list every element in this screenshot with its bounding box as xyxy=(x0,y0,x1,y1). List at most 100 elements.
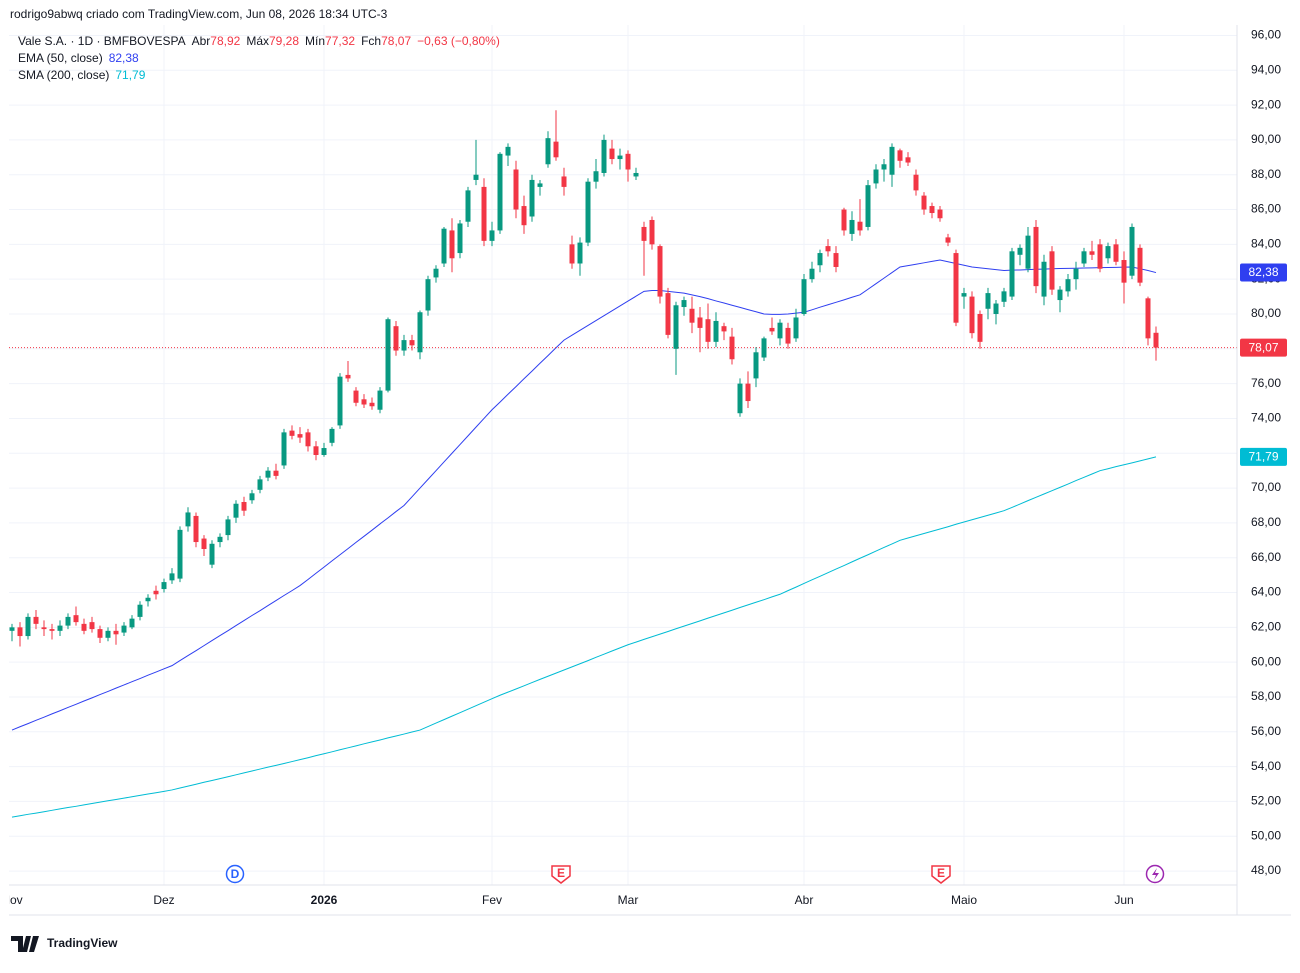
event-earnings: E xyxy=(931,865,951,884)
candle-body xyxy=(993,303,999,314)
candle-body xyxy=(57,625,63,631)
credit: rodrigo9abwq criado com TradingView.com,… xyxy=(10,7,388,21)
candle-body xyxy=(329,428,335,443)
candle-body xyxy=(617,155,623,160)
candle-body xyxy=(737,383,743,414)
logo-text: TradingView xyxy=(47,936,118,950)
y-tick-label: 96,00 xyxy=(1251,28,1281,42)
y-axis: 48,00 50,00 52,00 54,00 56,00 58,00 60,00 62,00… xyxy=(1240,28,1287,877)
candle-body xyxy=(481,186,487,241)
candle-body xyxy=(353,390,359,403)
candle-body xyxy=(209,543,215,565)
y-tick-label: 56,00 xyxy=(1251,724,1281,738)
candle-body xyxy=(169,573,175,581)
candle-body xyxy=(41,627,47,630)
candle-body xyxy=(561,176,567,187)
candle-body xyxy=(217,536,223,543)
x-tick-label: Abr xyxy=(795,893,814,907)
candle-body xyxy=(257,479,263,490)
candle-body xyxy=(961,293,967,297)
x-tick-label: Fev xyxy=(482,893,502,907)
indicator-line xyxy=(11,456,1157,818)
candle-body xyxy=(49,629,55,631)
candles xyxy=(9,110,1237,647)
candle-body xyxy=(569,244,575,264)
y-tick-label: 64,00 xyxy=(1251,585,1281,599)
candle-body xyxy=(545,138,551,165)
y-tick-label: 88,00 xyxy=(1251,167,1281,181)
candle-body xyxy=(945,237,951,243)
candle-body xyxy=(1145,298,1151,339)
candle-body xyxy=(513,169,519,210)
candle-body xyxy=(641,226,647,241)
candle-body xyxy=(369,402,375,407)
candle-body xyxy=(1033,226,1039,287)
candle-body xyxy=(809,268,815,280)
ohlc-value: 77,32 xyxy=(325,34,355,48)
price-badge xyxy=(1240,338,1287,357)
legend-value: 71,79 xyxy=(115,68,145,82)
candle-body xyxy=(881,164,887,170)
candle-body xyxy=(1097,244,1103,269)
candle-body xyxy=(657,246,663,297)
x-tick-label: Nov xyxy=(1,893,22,907)
candle-body xyxy=(673,305,679,349)
y-tick-label: 68,00 xyxy=(1251,515,1281,529)
candle-body xyxy=(889,146,895,175)
candle-body xyxy=(145,597,151,602)
candle-body xyxy=(393,326,399,351)
candle-body xyxy=(1017,247,1023,255)
candle-body xyxy=(841,209,847,231)
event-split xyxy=(1145,864,1165,884)
candle-body xyxy=(817,253,823,266)
ohlc-label: Abr xyxy=(192,34,211,48)
candle-body xyxy=(25,616,31,637)
candle-body xyxy=(681,300,687,308)
candle-body xyxy=(457,223,463,254)
event-icon xyxy=(551,865,571,884)
candle-body xyxy=(81,623,87,631)
candle-body xyxy=(537,183,543,187)
ohlc-value: 79,28 xyxy=(269,34,299,48)
candle-body xyxy=(1137,247,1143,283)
candle-body xyxy=(593,171,599,182)
candle-body xyxy=(89,622,95,630)
legend-ema: EMA (50, close) 82,38 xyxy=(18,51,139,65)
candle-body xyxy=(553,141,559,158)
x-tick-label: Mar xyxy=(618,893,639,907)
ohlc-label: Mín xyxy=(305,34,325,48)
price-badge-label: 71,79 xyxy=(1248,450,1278,464)
candle-body xyxy=(281,432,287,466)
candle-body xyxy=(729,336,735,360)
grid xyxy=(9,25,1237,885)
candle-body xyxy=(289,430,295,436)
y-tick-label: 92,00 xyxy=(1251,97,1281,111)
candle-body xyxy=(865,185,871,227)
x-axis: Nov Dez 2026 Fev Mar Abr Maio Jun xyxy=(1,893,1134,907)
candle-body xyxy=(241,502,247,511)
y-tick-label: 94,00 xyxy=(1251,62,1281,76)
candle-body xyxy=(377,390,383,410)
y-tick-label: 48,00 xyxy=(1251,863,1281,877)
y-tick-label: 60,00 xyxy=(1251,654,1281,668)
event-label: E xyxy=(937,866,945,880)
candle-body xyxy=(441,228,447,264)
event-icon xyxy=(931,865,951,884)
candle-body xyxy=(521,206,527,226)
x-tick-label: Maio xyxy=(951,893,977,907)
price-badge-label: 82,38 xyxy=(1248,265,1278,279)
candle-body xyxy=(465,190,471,222)
legend-value: 82,38 xyxy=(109,51,139,65)
candle-body xyxy=(433,268,439,278)
y-tick-label: 58,00 xyxy=(1251,689,1281,703)
candle-body xyxy=(225,519,231,536)
legend-sma: SMA (200, close) 71,79 xyxy=(18,68,146,82)
candle-body xyxy=(801,279,807,314)
candle-body xyxy=(1065,279,1071,292)
candle-body xyxy=(873,169,879,184)
legend-header: Vale S.A. · 1D · BMFBOVESPA Abr78,92 Máx79… xyxy=(18,34,500,48)
y-tick-label: 76,00 xyxy=(1251,376,1281,390)
candle-body xyxy=(1009,251,1015,297)
candle-body xyxy=(969,296,975,334)
